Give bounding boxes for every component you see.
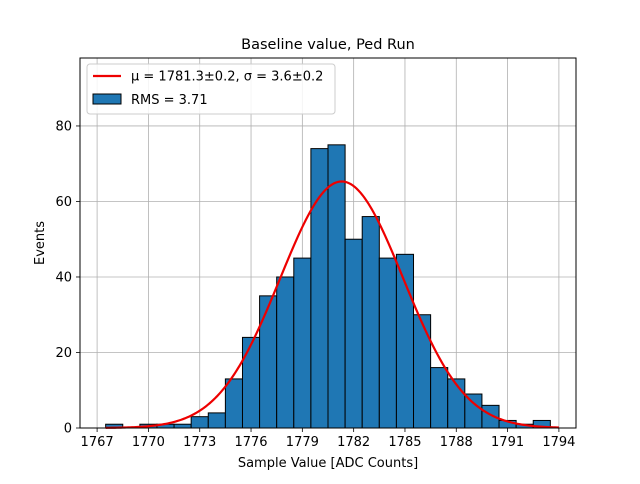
x-tick-label: 1791 bbox=[491, 435, 524, 450]
histogram-bar bbox=[464, 393, 483, 429]
y-tick-label: 80 bbox=[55, 119, 72, 134]
legend-box bbox=[86, 63, 336, 115]
gaussian-fit-curve bbox=[105, 180, 559, 429]
histogram-bar bbox=[447, 378, 466, 429]
histogram-bar bbox=[259, 295, 278, 429]
x-tick-label: 1767 bbox=[81, 435, 114, 450]
chart-title: Baseline value, Ped Run bbox=[241, 37, 415, 53]
histogram-bars bbox=[105, 144, 551, 429]
y-axis-label: Events bbox=[33, 221, 48, 265]
legend-hist-patch bbox=[92, 93, 122, 105]
y-axis-ticks: 0 20 40 60 80 bbox=[55, 119, 80, 437]
y-tick-label: 60 bbox=[55, 195, 72, 210]
x-axis-ticks: 1767 1770 1773 1776 1779 1782 1785 1788 1791 1794 bbox=[81, 428, 575, 450]
histogram-bar bbox=[207, 412, 226, 429]
histogram-bar bbox=[224, 378, 243, 429]
x-tick-label: 1788 bbox=[440, 435, 473, 450]
y-tick-label: 40 bbox=[55, 270, 72, 285]
y-tick-label: 0 bbox=[64, 422, 72, 437]
y-tick-label: 20 bbox=[55, 346, 72, 361]
x-tick-label: 1794 bbox=[542, 435, 575, 450]
histogram-bar bbox=[378, 257, 397, 429]
x-tick-label: 1773 bbox=[183, 435, 216, 450]
histogram-bar bbox=[276, 276, 295, 429]
x-tick-label: 1770 bbox=[132, 435, 165, 450]
legend: μ = 1781.3±0.2, σ = 3.6±0.2 RMS = 3.71 bbox=[86, 63, 336, 115]
fit-curve-group bbox=[105, 180, 559, 429]
histogram-bar bbox=[361, 216, 380, 429]
histogram-bar bbox=[430, 367, 449, 429]
x-tick-label: 1776 bbox=[234, 435, 267, 450]
x-tick-label: 1782 bbox=[337, 435, 370, 450]
histogram-bar bbox=[327, 144, 346, 429]
x-tick-label: 1779 bbox=[286, 435, 319, 450]
x-axis-label: Sample Value [ADC Counts] bbox=[238, 456, 418, 471]
histogram-bar bbox=[241, 336, 261, 429]
histogram-bar bbox=[413, 314, 432, 429]
x-tick-label: 1785 bbox=[388, 435, 421, 450]
plot-frame bbox=[79, 57, 577, 429]
histogram-bar bbox=[344, 238, 363, 429]
legend-hist-label: RMS = 3.71 bbox=[131, 93, 208, 108]
histogram-bar bbox=[293, 257, 312, 429]
histogram-bar bbox=[173, 423, 192, 429]
legend-fit-label: μ = 1781.3±0.2, σ = 3.6±0.2 bbox=[131, 70, 323, 85]
histogram-bar bbox=[190, 416, 209, 429]
